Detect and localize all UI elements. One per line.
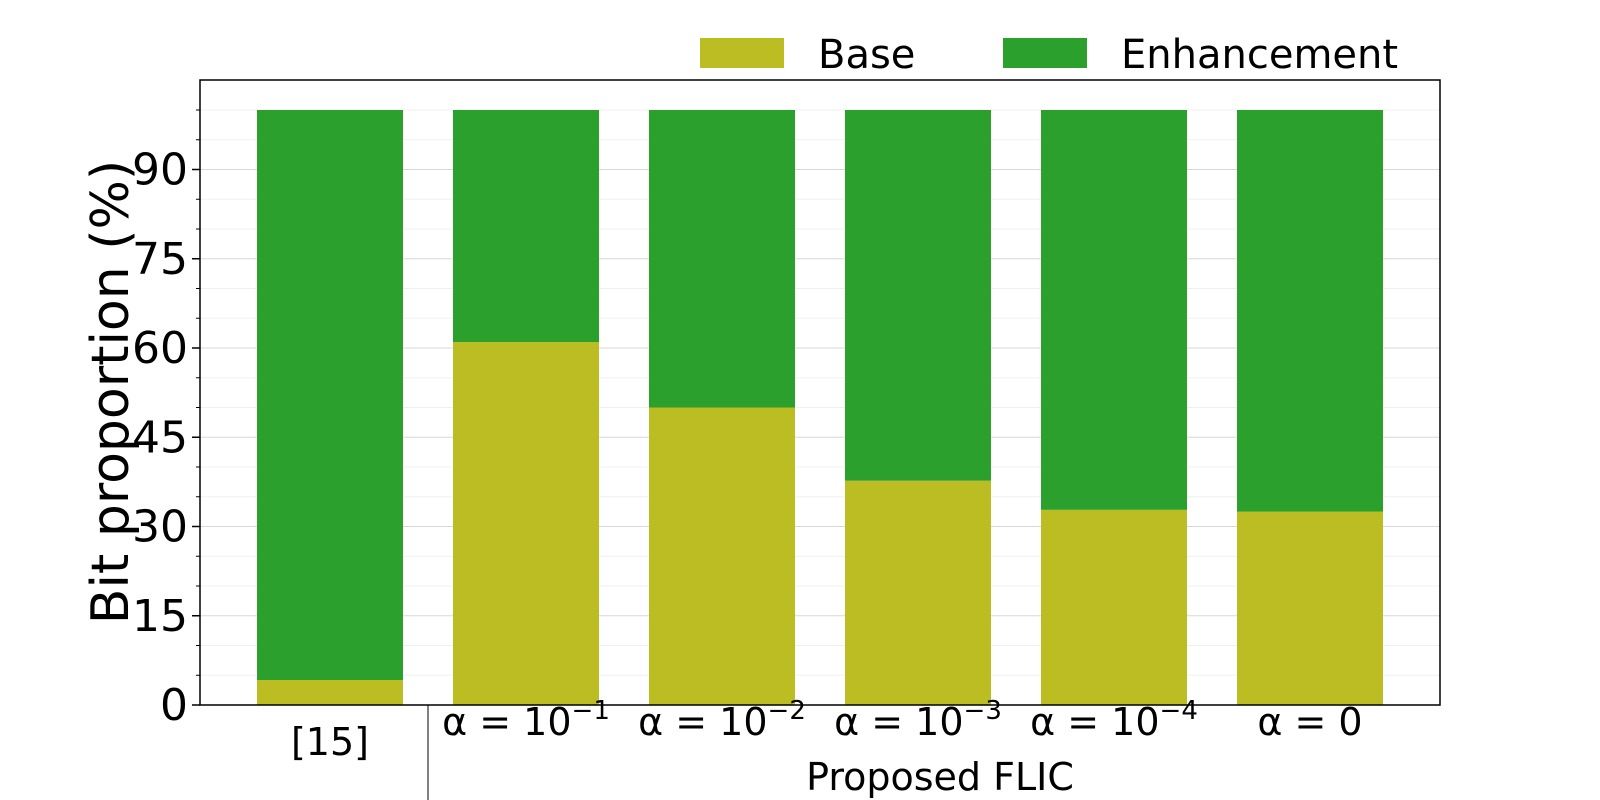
x-tick-label-base: α = 10 xyxy=(442,700,571,744)
x-tick-label-0: [15] xyxy=(291,720,369,764)
bar-base-3 xyxy=(845,480,991,705)
x-tick-label-base: [15] xyxy=(291,720,369,764)
ytick-label-30: 30 xyxy=(132,502,188,553)
x-tick-label-3: α = 10−3 xyxy=(834,696,1002,744)
bar-base-1 xyxy=(453,342,599,705)
bars xyxy=(257,110,1383,705)
bar-base-0 xyxy=(257,680,403,705)
legend: Base Enhancement xyxy=(700,32,1398,78)
x-tick-label-exponent: −4 xyxy=(1160,696,1198,726)
bar-base-2 xyxy=(649,407,795,705)
grid-lines xyxy=(200,109,1440,676)
ytick-label-90: 90 xyxy=(132,145,188,196)
x-tick-label-1: α = 10−1 xyxy=(442,696,610,744)
y-axis-label: Bit proportion (%) xyxy=(81,160,141,624)
x-tick-label-exponent: −3 xyxy=(964,696,1002,726)
ytick-label-60: 60 xyxy=(132,323,188,374)
bar-enhancement-5 xyxy=(1237,110,1383,512)
bar-enhancement-0 xyxy=(257,110,403,681)
x-axis-labels: [15] α = 10−1 α = 10−2 α = 10−3 α = 10−4 α = … xyxy=(291,696,1363,800)
x-group-label: Proposed FLIC xyxy=(806,755,1074,799)
plot-frame xyxy=(199,79,1441,706)
x-tick-label-5: α = 0 xyxy=(1257,700,1362,744)
x-tick-label-base: α = 10 xyxy=(1030,700,1159,744)
x-tick-label-base: α = 10 xyxy=(638,700,767,744)
ytick-label-75: 75 xyxy=(132,234,188,285)
bar-enhancement-1 xyxy=(453,110,599,343)
legend-swatch-base xyxy=(700,38,784,68)
ytick-label-0: 0 xyxy=(160,680,188,731)
y-axis-ticks: 0 15 30 45 60 75 90 xyxy=(132,109,200,731)
x-tick-label-exponent: −1 xyxy=(572,696,610,726)
ytick-label-45: 45 xyxy=(132,412,188,463)
bar-enhancement-2 xyxy=(649,110,795,408)
legend-swatch-enhancement xyxy=(1003,38,1087,68)
legend-label-enhancement: Enhancement xyxy=(1121,32,1398,78)
bar-base-4 xyxy=(1041,509,1187,705)
x-tick-label-base: α = 0 xyxy=(1257,700,1362,744)
x-tick-label-base: α = 10 xyxy=(834,700,963,744)
x-tick-label-exponent: −2 xyxy=(768,696,806,726)
bar-base-5 xyxy=(1237,511,1383,705)
x-tick-label-4: α = 10−4 xyxy=(1030,696,1198,744)
ytick-label-15: 15 xyxy=(132,591,188,642)
bar-enhancement-4 xyxy=(1041,110,1187,510)
legend-label-base: Base xyxy=(818,32,915,78)
x-tick-label-2: α = 10−2 xyxy=(638,696,806,744)
bar-enhancement-3 xyxy=(845,110,991,481)
